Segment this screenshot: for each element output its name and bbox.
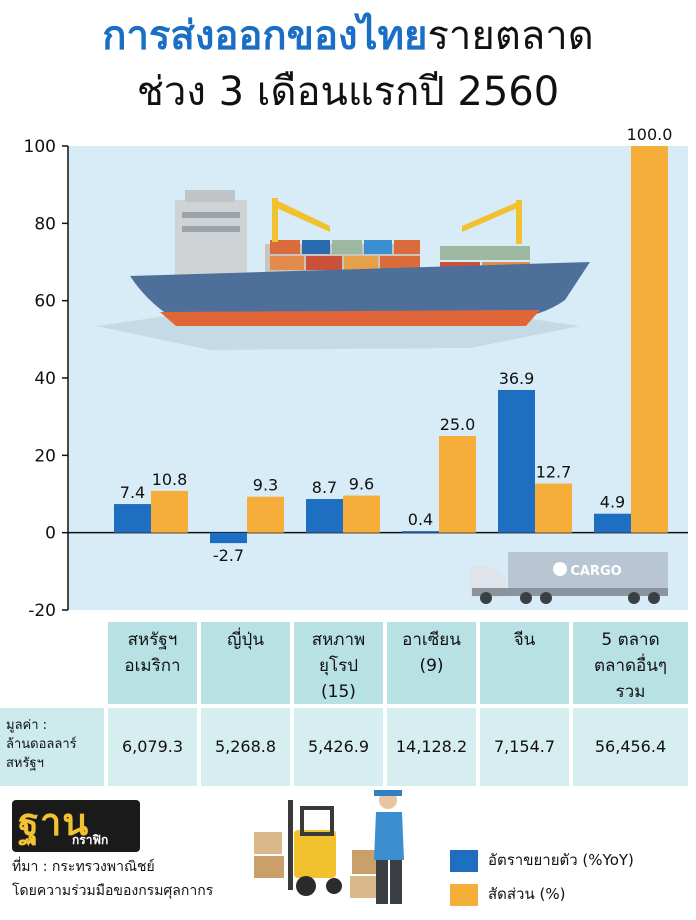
cargo-ship-illustration <box>96 190 590 350</box>
title-rest: รายตลาด <box>427 13 594 59</box>
value-cell-japan: 5,268.8 <box>201 708 290 786</box>
y-tick-label: 0 <box>45 524 56 544</box>
than-graphic-logo: ฐาน กราฟิก <box>12 800 140 852</box>
bar-growth <box>402 531 439 533</box>
header-line: 5 ตลาด <box>601 630 660 650</box>
header-line: รวม <box>615 682 646 702</box>
bar-growth <box>498 389 535 533</box>
legend-label-growth: อัตราขยายตัว (%YoY) <box>488 851 634 869</box>
data-label-share: 9.3 <box>253 476 278 495</box>
y-tick-label: 100 <box>24 137 56 157</box>
header-cell-asean: อาเซียน (9) <box>387 622 476 704</box>
value-cell-asean: 14,128.2 <box>387 708 476 786</box>
data-label-share: 10.8 <box>152 470 188 489</box>
row-label: มูลค่า : ล้านดอลลาร์ สหรัฐฯ <box>0 708 104 786</box>
header-line: สหรัฐฯ <box>127 630 178 650</box>
header-line: ยุโรป <box>318 656 358 676</box>
data-label-growth: 8.7 <box>312 478 337 497</box>
row-label-line: สหรัฐฯ <box>6 756 44 771</box>
value-cell-china: 7,154.7 <box>480 708 569 786</box>
legend-swatch-growth <box>450 850 478 872</box>
data-label-growth: 0.4 <box>408 510 433 529</box>
data-label-growth: 36.9 <box>499 369 535 388</box>
plot-background <box>68 146 688 610</box>
header-line: (15) <box>321 682 356 702</box>
export-value-table: มูลค่า : ล้านดอลลาร์ สหรัฐฯ สหรัฐฯ อเมริ… <box>0 622 696 790</box>
cargo-truck-illustration: CARGO <box>470 552 668 604</box>
header-line: จีน <box>513 630 536 650</box>
row-label-line: มูลค่า : <box>6 718 48 733</box>
row-label-line: ล้านดอลลาร์ <box>6 737 77 752</box>
header-cell-total: 5 ตลาด ตลาดอื่นๆ รวม <box>573 622 688 704</box>
data-label-share: 9.6 <box>349 475 374 494</box>
bar-growth <box>306 499 343 533</box>
value-cell-usa: 6,079.3 <box>108 708 197 786</box>
header-line: ตลาดอื่นๆ <box>593 656 667 676</box>
legend-swatch-share <box>450 884 478 906</box>
bar-share <box>247 496 284 533</box>
data-label-share: 12.7 <box>536 463 572 482</box>
value-cell-total: 56,456.4 <box>573 708 688 786</box>
header-line: อาเซียน <box>402 630 461 650</box>
bar-share <box>535 483 572 533</box>
bar-growth <box>594 513 631 533</box>
data-label-share: 100.0 <box>627 125 673 144</box>
source-line-1: ที่มา : กระทรวงพาณิชย์ <box>12 859 155 875</box>
legend-label-share: สัดส่วน (%) <box>488 885 566 903</box>
header-cell-japan: ญี่ปุ่น <box>201 622 290 704</box>
bar-growth <box>114 504 151 533</box>
data-label-growth: -2.7 <box>213 546 244 565</box>
bar-share <box>151 490 188 533</box>
y-tick-label: 20 <box>34 446 56 466</box>
legend-item-share: สัดส่วน (%) <box>450 880 690 910</box>
logo-sub-text: กราฟิก <box>72 833 109 847</box>
data-label-share: 25.0 <box>440 415 476 434</box>
y-tick-label: -20 <box>28 601 56 620</box>
source-line-2: โดยความร่วมมือของกรมศุลกากร <box>12 883 214 899</box>
data-label-growth: 4.9 <box>600 493 625 512</box>
bar-share <box>631 146 668 533</box>
logo-main-text: ฐาน <box>18 799 90 844</box>
bar-growth <box>210 532 247 544</box>
title-line-1: การส่งออกของไทยรายตลาด <box>0 10 696 62</box>
data-label-growth: 7.4 <box>120 483 145 502</box>
header-cell-china: จีน <box>480 622 569 704</box>
header-line: อเมริกา <box>124 656 181 676</box>
header-cell-usa: สหรัฐฯ อเมริกา <box>108 622 197 704</box>
value-cell-eu: 5,426.9 <box>294 708 383 786</box>
y-tick-label: 40 <box>34 369 56 389</box>
legend-item-growth: อัตราขยายตัว (%YoY) <box>450 846 690 876</box>
bars-group: 7.4 -2.7 8.7 0.4 36.9 4.9 10.8 9.3 9.6 25.0 12.7 10… <box>114 125 672 565</box>
title-highlight: การส่งออกของไทย <box>102 13 428 59</box>
y-tick-label: 80 <box>34 214 56 234</box>
bar-share <box>343 495 380 533</box>
y-tick-label: 60 <box>34 292 56 312</box>
header-cell-eu: สหภาพ ยุโรป (15) <box>294 622 383 704</box>
forklift-worker-illustration <box>254 790 404 904</box>
header-line: สหภาพ <box>311 630 366 650</box>
bar-share <box>439 436 476 533</box>
cargo-label: CARGO <box>570 564 621 579</box>
header-line: (9) <box>419 656 444 676</box>
bar-chart: CARGO 100 80 60 40 20 0 -20 7.4 -2.7 8.7 0.4 36.9 4… <box>24 125 688 620</box>
title-line-2: ช่วง 3 เดือนแรกปี 2560 <box>136 69 560 115</box>
header-line: ญี่ปุ่น <box>227 630 264 650</box>
